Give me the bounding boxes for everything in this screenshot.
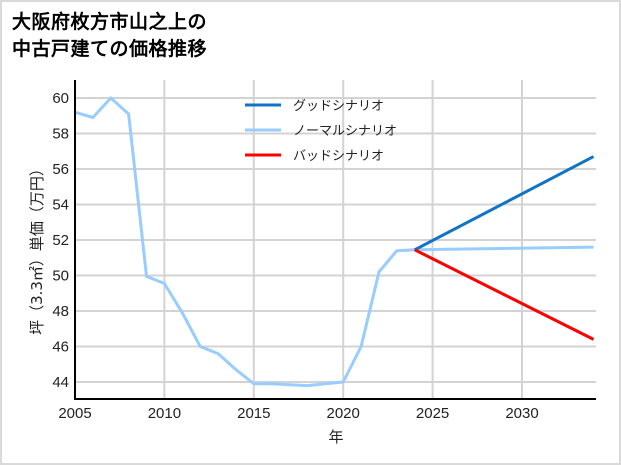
chart-title: 大阪府枚方市山之上の 中古戸建ての価格推移: [12, 9, 207, 63]
data-series: [74, 96, 595, 388]
y-tick-label: 44: [52, 374, 69, 391]
series-line: [414, 248, 595, 341]
x-tick-label: 2025: [416, 405, 449, 422]
series-line: [74, 96, 594, 388]
chart-title-line1: 大阪府枚方市山之上の: [12, 11, 208, 33]
x-tick-label: 2020: [327, 405, 360, 422]
chart-title-line2: 中古戸建ての価格推移: [12, 38, 208, 60]
x-axis-label: 年: [328, 428, 343, 446]
y-tick-label: 56: [52, 161, 69, 178]
y-tick-label: 60: [52, 90, 69, 107]
x-tick-label: 2015: [237, 405, 270, 422]
y-tick-label: 58: [52, 126, 69, 143]
x-tick-label: 2010: [148, 405, 181, 422]
series-line: [414, 155, 595, 252]
x-tick-label: 2030: [505, 405, 538, 422]
x-tick-label: 2005: [58, 405, 91, 422]
y-tick-label: 46: [52, 339, 69, 356]
y-axis-label: 坪（3.3㎡）単価（万円）: [28, 161, 46, 335]
y-tick-label: 54: [52, 197, 69, 214]
axes: [74, 80, 596, 400]
legend-label: ノーマルシナリオ: [293, 124, 397, 139]
y-tick-label: 50: [52, 268, 69, 285]
legend-label: バッドシナリオ: [293, 149, 384, 164]
y-tick-label: 52: [52, 232, 69, 249]
legend-label: グッドシナリオ: [293, 99, 384, 114]
tick-labels: 44 46 48 50 52 54 56 58 60 2005 2010 2015 2020 2025 20…: [52, 90, 538, 422]
y-tick-label: 48: [52, 303, 69, 320]
